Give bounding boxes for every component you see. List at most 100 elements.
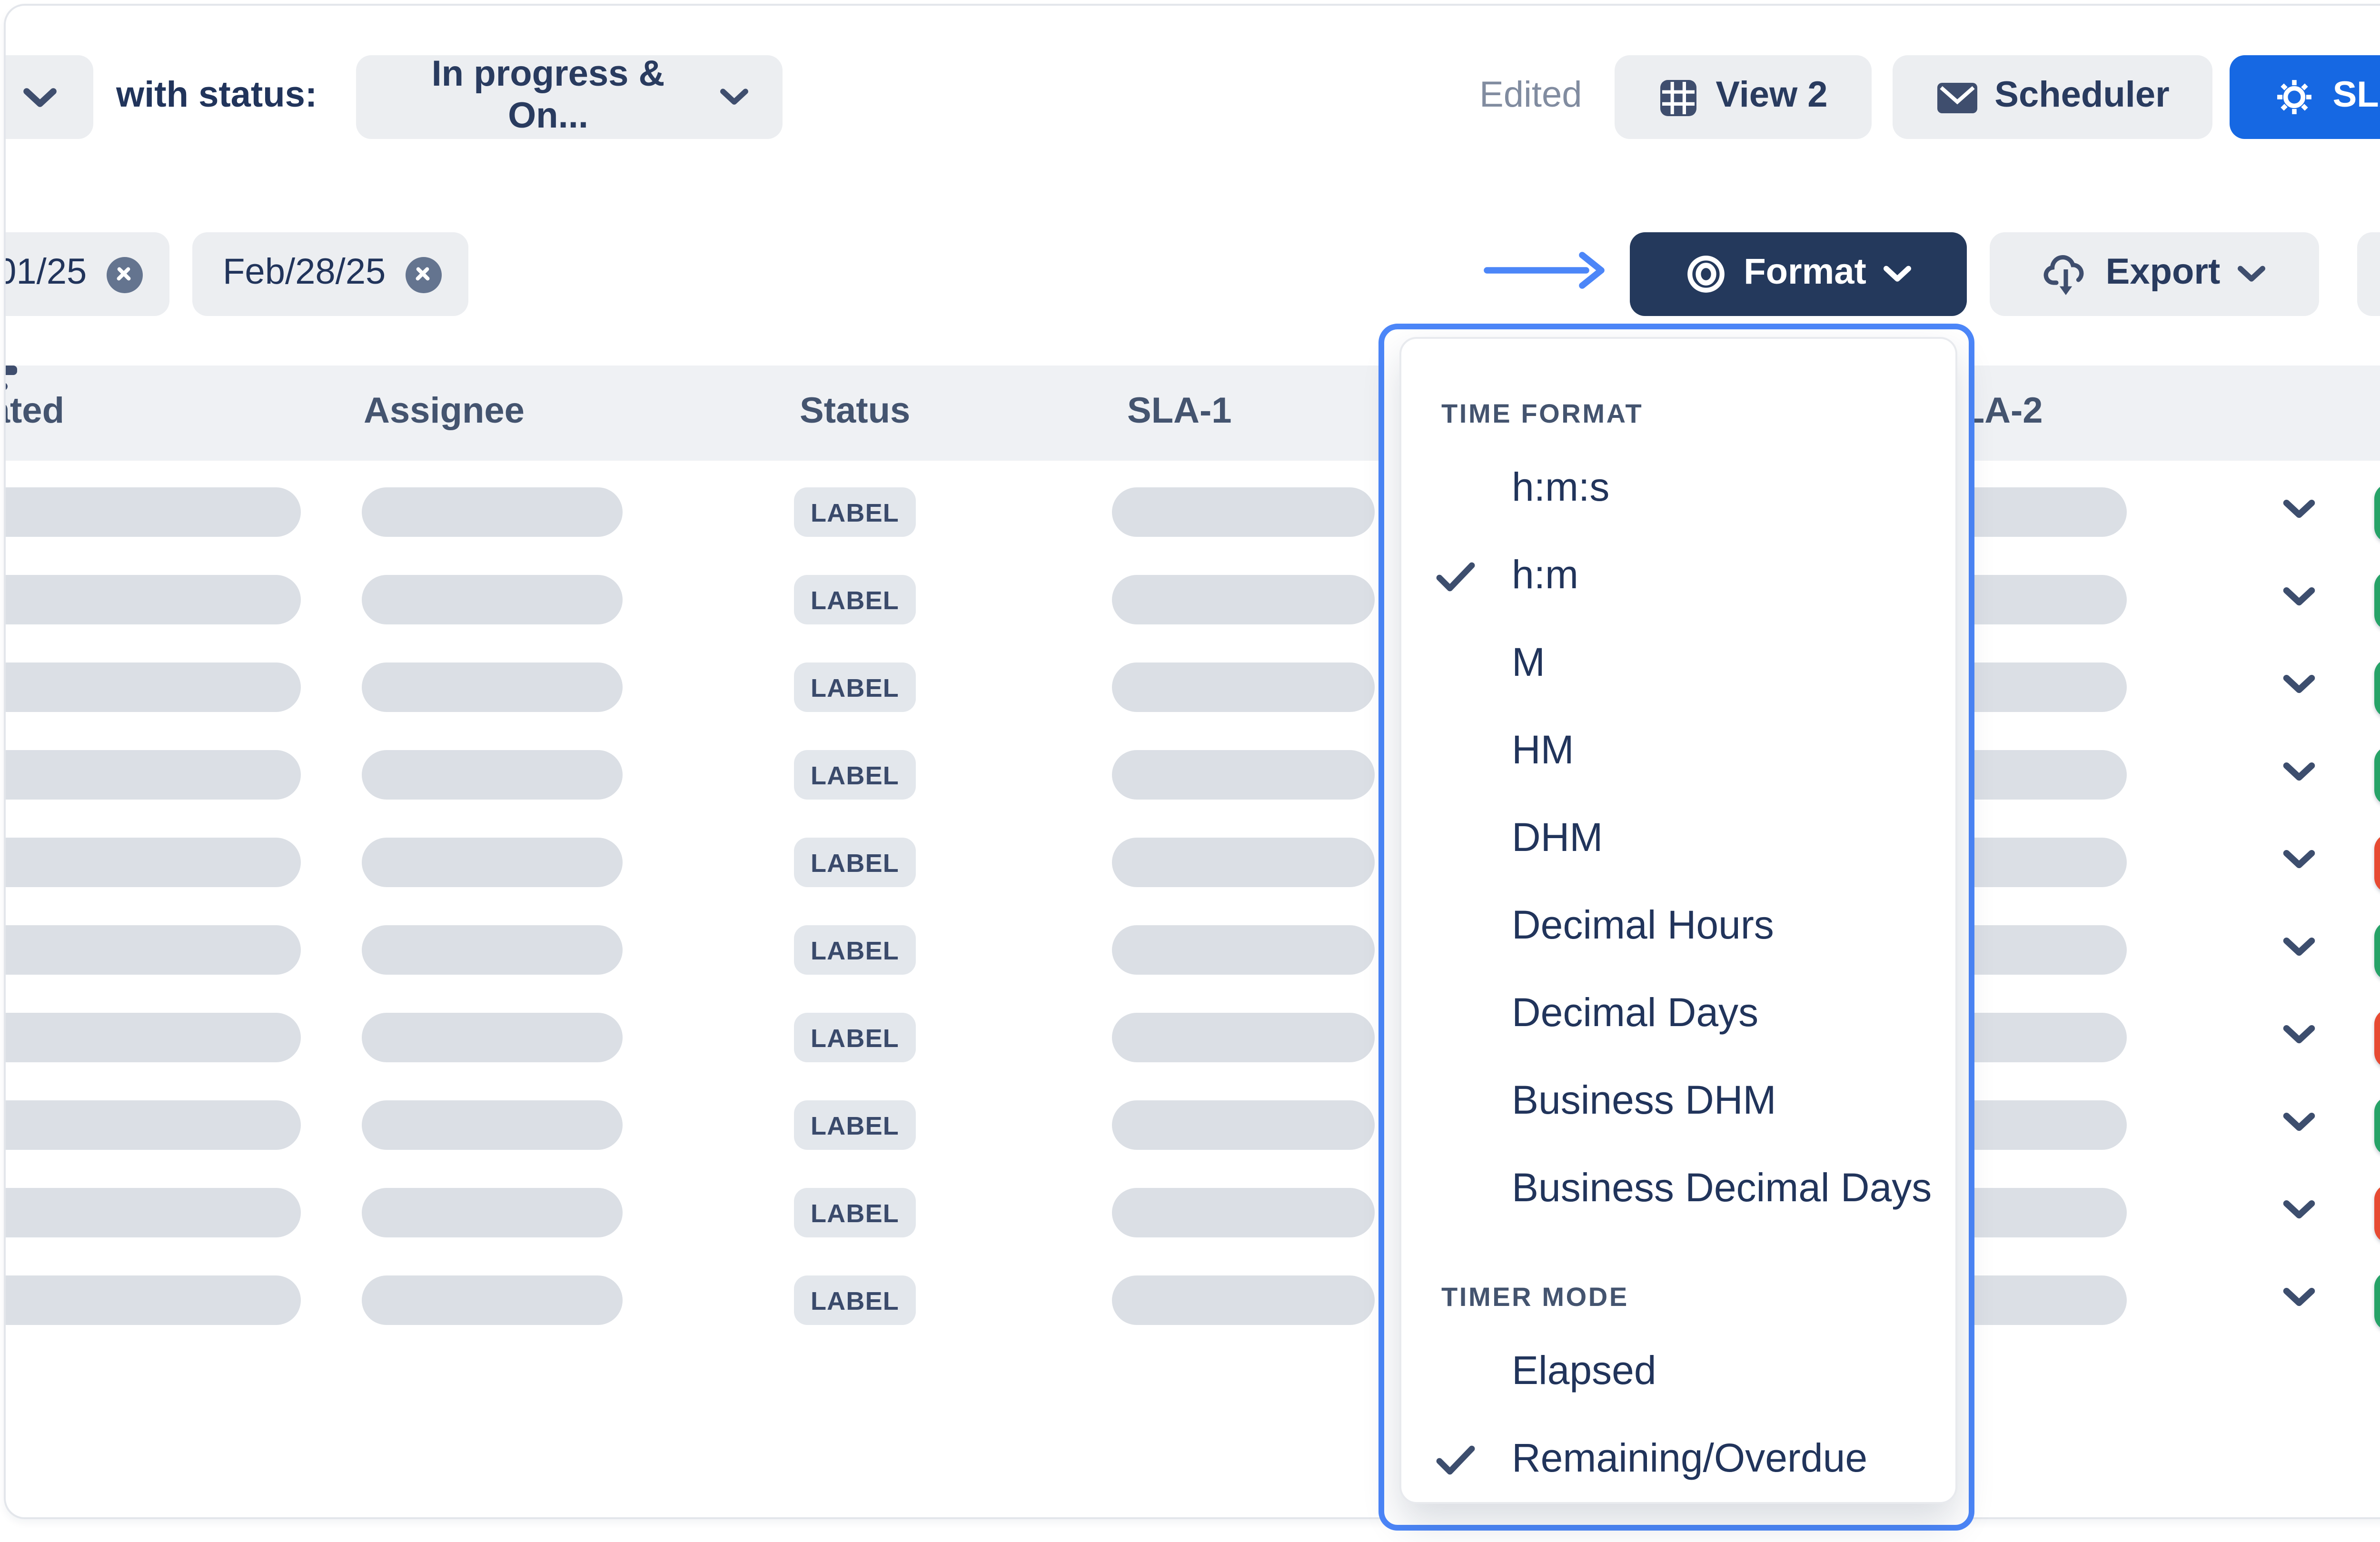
- row-expand-chevron-icon[interactable]: [2283, 586, 2315, 607]
- menu-item-label: h:m:s: [1512, 466, 1610, 510]
- status-label-badge: LABEL: [794, 1275, 916, 1325]
- sla1-cell-skeleton: [1112, 838, 1375, 887]
- format-menu-item[interactable]: Remaining/Overdue: [1401, 1416, 1955, 1502]
- format-button[interactable]: Format: [1630, 232, 1967, 316]
- status-filter-dropdown[interactable]: In progress & On...: [356, 55, 783, 139]
- scheduler-button[interactable]: Scheduler: [1893, 55, 2212, 139]
- sla-timer-badge[interactable]: 14 h 55 m: [2374, 746, 2380, 805]
- status-label-badge: LABEL: [794, 575, 916, 624]
- column-header-assignee: Assignee: [364, 392, 525, 432]
- sla-timer-badge[interactable]: 34 h 00 m: [2374, 659, 2380, 718]
- pointer-arrow-annotation: [1484, 252, 1605, 289]
- format-menu-item[interactable]: Business DHM: [1401, 1058, 1955, 1146]
- sla-timer-badge[interactable]: - 11 h 21 m: [2374, 1009, 2380, 1068]
- remove-chip-icon[interactable]: [106, 256, 142, 292]
- sla-timer-badge[interactable]: - 32 h 15 m: [2374, 1184, 2380, 1243]
- filter-icon[interactable]: [6, 366, 17, 411]
- sla-timer-badge[interactable]: 79 h 25 m: [2374, 921, 2380, 980]
- row-expand-chevron-icon[interactable]: [2283, 1287, 2315, 1308]
- sla-timer-badge[interactable]: 100 h 20 m: [2374, 571, 2380, 630]
- columns-button[interactable]: Columns: [2357, 232, 2380, 316]
- sla1-cell-skeleton: [1112, 662, 1375, 712]
- status-label-badge: LABEL: [794, 662, 916, 712]
- gear-icon: [2277, 80, 2312, 114]
- row-expand-chevron-icon[interactable]: [2283, 849, 2315, 870]
- format-menu-item[interactable]: Elapsed: [1401, 1329, 1955, 1416]
- table-row: LABEL 34 h 00 m: [6, 643, 2380, 731]
- status-label-text: LABEL: [811, 1111, 899, 1139]
- check-icon: [1436, 562, 1475, 592]
- table-row: LABEL 100 h 20 m: [6, 556, 2380, 643]
- created-cell-skeleton: [6, 925, 301, 975]
- with-status-label: with status:: [116, 76, 317, 116]
- status-label-text: LABEL: [811, 848, 899, 877]
- assignee-cell-skeleton: [362, 750, 623, 800]
- chevron-down-icon: [23, 87, 57, 106]
- sla-timer-badge[interactable]: - 7 h 45 m: [2374, 834, 2380, 893]
- created-cell-skeleton: [6, 750, 301, 800]
- table-body: LABEL 6 h 10 m LABEL 100 h 20 m: [6, 6, 2380, 1517]
- chevron-down-icon: [720, 89, 748, 105]
- status-label-text: LABEL: [811, 761, 899, 789]
- status-label-badge: LABEL: [794, 487, 916, 537]
- table-row: LABEL 55h 13 m: [6, 1256, 2380, 1344]
- format-menu-item[interactable]: DHM: [1401, 796, 1955, 883]
- created-cell-skeleton: [6, 1100, 301, 1150]
- menu-item-label: HM: [1512, 729, 1574, 773]
- assignee-cell-skeleton: [362, 1013, 623, 1062]
- sla-timer-badge[interactable]: 6 h 10 m: [2374, 484, 2380, 543]
- sla-manager-button[interactable]: SLA Manager: [2230, 55, 2380, 139]
- assignee-cell-skeleton: [362, 1100, 623, 1150]
- table-row: LABEL - 32 h 15 m: [6, 1169, 2380, 1256]
- format-menu-item[interactable]: HM: [1401, 708, 1955, 796]
- sla1-cell-skeleton: [1112, 1275, 1375, 1325]
- status-label-badge: LABEL: [794, 750, 916, 800]
- format-menu-item[interactable]: h:m:s: [1401, 445, 1955, 533]
- menu-item-label: Business DHM: [1512, 1079, 1776, 1123]
- column-header-created: Created: [6, 392, 64, 432]
- status-label-text: LABEL: [811, 585, 899, 614]
- column-header-sla1: SLA-1: [1127, 392, 1232, 432]
- sla-timer-badge[interactable]: 55h 13 m: [2374, 1272, 2380, 1331]
- collapsed-filter-chevron-button[interactable]: [6, 55, 93, 139]
- date-filter-chip[interactable]: Feb/01/25: [6, 232, 169, 316]
- menu-item-label: Elapsed: [1512, 1350, 1656, 1394]
- menu-item-label: Decimal Days: [1512, 992, 1759, 1036]
- format-menu-item[interactable]: Decimal Days: [1401, 971, 1955, 1058]
- menu-section-title: TIME FORMAT: [1441, 398, 1644, 428]
- sla-timer-badge[interactable]: 64 h 47 m: [2374, 1097, 2380, 1156]
- date-filter-chip[interactable]: Feb/28/25: [192, 232, 468, 316]
- row-expand-chevron-icon[interactable]: [2283, 1112, 2315, 1133]
- row-expand-chevron-icon[interactable]: [2283, 937, 2315, 958]
- status-label-text: LABEL: [811, 498, 899, 526]
- row-expand-chevron-icon[interactable]: [2283, 1024, 2315, 1045]
- row-expand-chevron-icon[interactable]: [2283, 761, 2315, 782]
- remove-chip-icon[interactable]: [405, 256, 441, 292]
- row-expand-chevron-icon[interactable]: [2283, 499, 2315, 520]
- format-label: Format: [1744, 253, 1866, 293]
- menu-item-label: DHM: [1512, 817, 1603, 860]
- sla1-cell-skeleton: [1112, 575, 1375, 624]
- status-label-text: LABEL: [811, 1023, 899, 1052]
- row-expand-chevron-icon[interactable]: [2283, 674, 2315, 695]
- sla1-cell-skeleton: [1112, 750, 1375, 800]
- column-header-status: Status: [800, 392, 911, 432]
- sla1-cell-skeleton: [1112, 1100, 1375, 1150]
- sla1-cell-skeleton: [1112, 1013, 1375, 1062]
- assignee-cell-skeleton: [362, 662, 623, 712]
- status-label-text: LABEL: [811, 673, 899, 702]
- status-label-badge: LABEL: [794, 1013, 916, 1062]
- format-menu-item[interactable]: h:m: [1401, 533, 1955, 621]
- format-menu-item[interactable]: Business Decimal Days: [1401, 1146, 1955, 1234]
- cloud-download-icon: [2043, 255, 2084, 295]
- edited-status-text: Edited: [1479, 76, 1582, 116]
- assignee-cell-skeleton: [362, 925, 623, 975]
- created-cell-skeleton: [6, 662, 301, 712]
- view-2-button[interactable]: View 2: [1615, 55, 1872, 139]
- table-header-row: Created Assignee Status SLA-1 SLA-2: [6, 366, 2380, 461]
- format-menu-item[interactable]: Decimal Hours: [1401, 883, 1955, 971]
- format-dropdown-menu: TIME FORMAT h:m:s h:m M HM DHM Deci: [1399, 337, 1957, 1504]
- format-menu-item[interactable]: M: [1401, 621, 1955, 708]
- export-button[interactable]: Export: [1990, 232, 2319, 316]
- row-expand-chevron-icon[interactable]: [2283, 1199, 2315, 1220]
